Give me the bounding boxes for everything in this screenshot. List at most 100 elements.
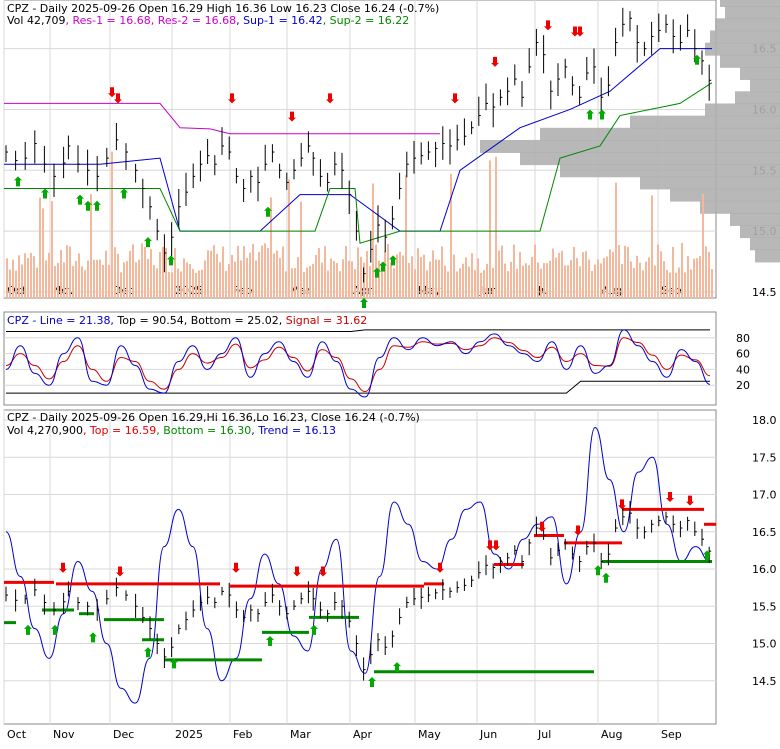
volume-bar xyxy=(564,265,566,298)
buy-arrow xyxy=(368,677,376,688)
volume-bar xyxy=(234,261,236,298)
price-header-field: , Sup-2 = 16.22 xyxy=(323,14,410,27)
sell-arrow xyxy=(686,495,694,506)
volume-bar xyxy=(6,258,8,298)
volume-bar xyxy=(12,259,14,298)
y-tick-label: 17.5 xyxy=(752,451,777,464)
volume-bar xyxy=(378,260,380,298)
volume-bar xyxy=(678,267,680,298)
price-header-field: , Sup-1 = 16.42 xyxy=(236,14,323,27)
volume-bar xyxy=(150,249,152,298)
volume-bar xyxy=(219,262,221,298)
volume-bar xyxy=(18,255,20,298)
volume-bar xyxy=(477,258,479,298)
stochastic-line xyxy=(5,329,711,398)
volume-bar xyxy=(579,266,581,298)
volume-bar xyxy=(99,259,101,298)
volume-bar xyxy=(327,270,329,298)
buy-arrow xyxy=(586,109,594,120)
volume-bar xyxy=(192,268,194,298)
volume-bar xyxy=(36,267,38,298)
volume-bar xyxy=(342,259,344,298)
volume-bar xyxy=(318,248,320,298)
volume-bar xyxy=(105,250,107,298)
trend-header-line1: CPZ - Daily 2025-09-26 Open 16.29,Hi 16.… xyxy=(7,411,420,424)
volume-bar xyxy=(30,252,32,298)
volume-bar xyxy=(315,255,317,298)
volume-bar xyxy=(534,244,536,298)
volume-bar xyxy=(648,257,650,298)
volume-bar xyxy=(48,252,50,298)
volume-bar xyxy=(276,250,278,298)
volume-bar xyxy=(153,265,155,298)
buy-arrow xyxy=(389,255,397,266)
volume-bar xyxy=(21,264,23,298)
price-panel: OctNovDec2025FebMarAprMayJunJulAugSep16.… xyxy=(3,0,780,308)
volume-bar xyxy=(498,250,500,298)
x-tick-label: Sep xyxy=(661,728,682,741)
buy-arrow xyxy=(41,188,49,199)
y-tick-label: 40 xyxy=(736,363,750,376)
volume-bar xyxy=(96,259,98,298)
volume-bar xyxy=(126,261,128,298)
volume-bar xyxy=(438,259,440,298)
price-header-field: , Res-2 = 16.68 xyxy=(151,14,236,27)
volume-bar xyxy=(435,259,437,298)
volume-bar xyxy=(354,269,356,298)
volume-bar xyxy=(225,270,227,298)
volume-bar xyxy=(429,261,431,298)
volume-bar xyxy=(87,260,89,298)
volume-bar xyxy=(552,248,554,298)
sell-arrow xyxy=(486,540,494,551)
volume-bar xyxy=(42,208,44,298)
volume-bar xyxy=(696,258,698,298)
volume-bar xyxy=(669,272,671,298)
buy-arrow xyxy=(693,54,701,65)
sell-arrow xyxy=(326,93,334,104)
volume-bar xyxy=(555,257,557,298)
x-tick-label: 2025 xyxy=(175,728,203,741)
volume-bar xyxy=(51,201,53,298)
price-header-field: CPZ - Daily 2025-09-26 xyxy=(7,2,135,15)
volume-bar xyxy=(399,251,401,298)
price-header-field: Low 16.23 xyxy=(267,2,327,15)
volume-bar xyxy=(177,268,179,298)
volume-profile-bar xyxy=(750,237,780,251)
volume-bar xyxy=(213,245,215,298)
buy-arrow xyxy=(51,624,59,635)
trend-header-field: Vol 4,270,900 xyxy=(7,424,83,437)
y-tick-label: 15.5 xyxy=(752,600,777,613)
volume-bar xyxy=(75,260,77,298)
volume-profile-bar xyxy=(700,200,780,214)
volume-bar xyxy=(612,251,614,298)
buy-arrow xyxy=(703,550,711,561)
trend-header-line2: Vol 4,270,900, Top = 16.59, Bottom = 16.… xyxy=(7,424,336,437)
volume-bar xyxy=(462,263,464,298)
support2-line xyxy=(4,82,713,244)
volume-bar xyxy=(120,272,122,298)
y-tick-label: 80 xyxy=(736,332,750,345)
volume-bar xyxy=(195,272,197,298)
volume-bar xyxy=(408,262,410,298)
volume-bar xyxy=(447,271,449,298)
volume-bar xyxy=(111,151,113,298)
volume-bar xyxy=(309,266,311,298)
volume-bar xyxy=(546,263,548,298)
volume-bar xyxy=(144,246,146,298)
volume-bar xyxy=(39,197,41,298)
volume-bar xyxy=(687,256,689,298)
volume-profile-bar xyxy=(480,139,780,153)
stochastic-header: CPZ - Line = 21.38, Top = 90.54, Bottom … xyxy=(7,314,367,327)
volume-bar xyxy=(345,245,347,298)
volume-bar xyxy=(132,244,134,298)
sell-arrow xyxy=(114,93,122,104)
volume-bar xyxy=(57,263,59,298)
sell-arrow xyxy=(618,499,626,510)
volume-bar xyxy=(459,268,461,298)
x-tick-label: May xyxy=(418,728,441,741)
sell-arrow xyxy=(492,540,500,551)
volume-bar xyxy=(159,252,161,298)
buy-arrow xyxy=(14,176,22,187)
buy-arrow xyxy=(266,636,274,647)
volume-bar xyxy=(60,249,62,298)
